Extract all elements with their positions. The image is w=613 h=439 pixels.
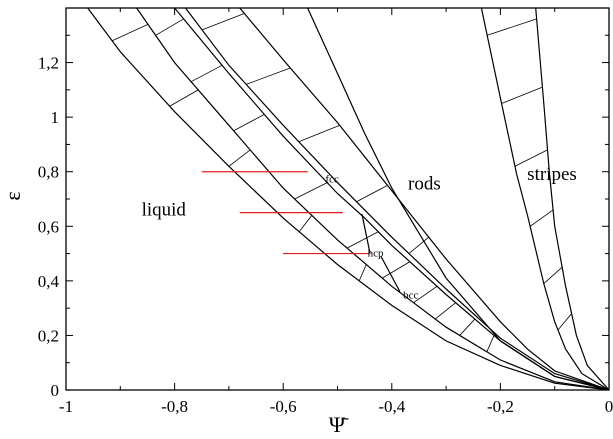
tie-line: [346, 231, 379, 249]
x-tick-label: -0,2: [487, 397, 514, 416]
tie-line: [408, 236, 429, 254]
phase-segment-line: [361, 213, 371, 254]
tie-line: [486, 335, 495, 352]
region-label-fcc: fcc: [325, 174, 339, 186]
phase-boundary-line: [136, 7, 610, 391]
tie-line: [382, 261, 411, 279]
tie-line: [233, 114, 265, 132]
x-tick-label: -0,6: [270, 397, 297, 416]
tie-line: [294, 182, 328, 200]
x-tick-label: -0,8: [161, 397, 188, 416]
region-label-liquid: liquid: [142, 199, 187, 220]
y-tick-label: 1: [51, 108, 60, 127]
y-tick-label: 0: [51, 381, 60, 400]
phase-boundary-line: [239, 7, 610, 391]
region-label-hcp: hcp: [368, 247, 384, 259]
phase-segment-line: [380, 256, 401, 293]
region-label-bcc: bcc: [403, 290, 418, 302]
tie-line: [190, 64, 223, 83]
x-axis-label: Ψ̄: [329, 412, 349, 437]
plot-content: [87, 7, 610, 391]
tie-line: [298, 124, 340, 143]
y-axis-label: ε: [0, 191, 25, 200]
tie-line: [459, 318, 476, 336]
tie-line: [358, 264, 367, 282]
tie-line: [201, 13, 245, 31]
phase-boundary-line: [87, 7, 610, 391]
region-label-rods: rods: [408, 173, 441, 194]
region-label-stripes: stripes: [527, 164, 577, 185]
phase-boundary-line: [535, 7, 610, 391]
tie-line: [356, 185, 388, 203]
tie-line: [557, 313, 572, 331]
tie-line: [298, 215, 313, 232]
y-tick-label: 0,8: [38, 163, 59, 182]
tie-line: [111, 24, 149, 42]
y-tick-label: 0,2: [38, 326, 59, 345]
y-tick-label: 0,4: [38, 272, 60, 291]
tie-line: [529, 209, 554, 227]
y-tick-label: 1,2: [38, 54, 59, 73]
tie-line: [413, 285, 438, 304]
tie-line: [543, 266, 563, 284]
tie-line: [228, 149, 251, 167]
tie-line: [501, 86, 543, 104]
tie-line: [434, 302, 456, 320]
tie-line: [155, 18, 184, 36]
phase-boundary-line: [480, 7, 610, 391]
region-labels: liquid fcc hcp bcc rods stripes: [142, 164, 577, 302]
tie-line: [246, 67, 291, 85]
phase-boundary-line: [174, 7, 610, 391]
x-tick-label: -1: [59, 397, 73, 416]
axis-tick-labels: -1 -0,8 -0,6 -0,4 -0,2 0 0 0,2 0,4 0,6 0,8 1 1,2: [38, 54, 613, 416]
phase-boundary-line: [185, 7, 610, 391]
y-tick-label: 0,6: [38, 217, 59, 236]
tie-line: [514, 149, 548, 167]
tie-line: [487, 18, 537, 36]
x-tick-label: 0: [605, 397, 613, 416]
tie-line: [169, 89, 199, 107]
phase-boundary-line: [307, 7, 610, 391]
x-tick-label: -0,4: [378, 397, 405, 416]
axis-ticks: [65, 7, 610, 391]
